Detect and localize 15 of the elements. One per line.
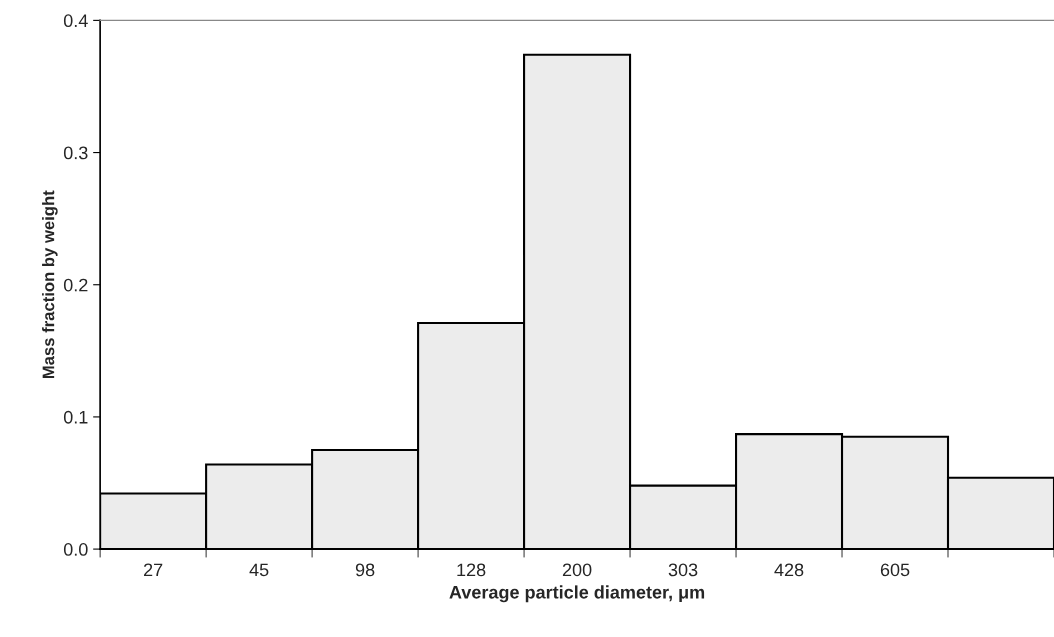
y-tick-label: 0.1: [63, 410, 88, 424]
y-tick-label: 0.2: [63, 278, 88, 292]
y-axis-title: Mass fraction by weight: [42, 190, 58, 379]
x-tick-label: 27: [143, 563, 163, 577]
x-axis-title: Average particle diameter, μm: [449, 585, 705, 603]
x-tick-label: 98: [355, 563, 375, 577]
x-tick-label: 428: [774, 563, 804, 577]
x-tick-label: 303: [668, 563, 698, 577]
x-tick-label: 605: [880, 563, 910, 577]
x-tick-label: 45: [249, 563, 269, 577]
y-tick-label: 0.3: [63, 146, 88, 160]
y-tick-label: 0.0: [63, 543, 88, 556]
x-tick-label: 200: [562, 563, 592, 577]
y-tick-label: 0.4: [63, 14, 88, 28]
x-tick-label: 128: [457, 563, 486, 577]
